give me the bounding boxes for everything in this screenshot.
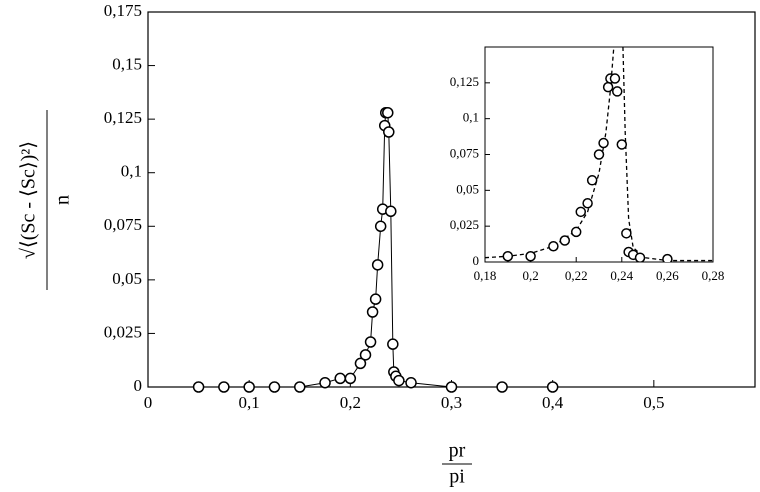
x-tick-label: 0,22: [565, 268, 588, 283]
x-tick-label: 0,5: [643, 393, 664, 412]
data-point: [570, 226, 582, 238]
y-tick-label: 0,1: [121, 162, 142, 181]
data-point: [364, 336, 377, 348]
data-point: [382, 106, 394, 119]
data-point: [445, 381, 458, 393]
data-point: [662, 253, 673, 262]
data-point: [374, 220, 387, 233]
y-tick-label: 0,1: [463, 110, 479, 125]
x-tick-label: 0,2: [522, 268, 538, 283]
data-point: [609, 73, 621, 84]
data-point: [334, 372, 346, 385]
data-point: [621, 228, 632, 239]
y-label-denominator: n: [52, 195, 74, 205]
x-tick-label: 0,26: [656, 268, 679, 283]
data-point: [387, 338, 399, 350]
data-point: [344, 372, 357, 385]
x-tick-label: 0: [144, 393, 153, 412]
data-point: [602, 81, 614, 93]
y-tick-label: 0,125: [104, 108, 142, 127]
data-point: [559, 235, 571, 246]
data-point: [243, 381, 255, 393]
data-point: [496, 381, 508, 393]
data-point: [385, 205, 397, 218]
data-point: [546, 381, 559, 393]
y-tick-label: 0,05: [456, 181, 479, 196]
data-point: [634, 252, 646, 262]
data-point: [371, 259, 384, 271]
data-point: [598, 137, 609, 149]
data-point: [586, 175, 598, 186]
data-point: [393, 374, 405, 387]
x-tick-label: 0,1: [239, 393, 260, 412]
data-point: [611, 86, 623, 97]
data-point: [525, 251, 536, 262]
x-label-numerator: pr: [449, 440, 466, 462]
x-tick-label: 0,2: [340, 393, 361, 412]
data-point: [359, 349, 372, 361]
data-point: [369, 293, 382, 305]
y-tick-label: 0,075: [450, 145, 479, 160]
y-tick-label: 0,025: [104, 322, 142, 341]
y-tick-label: 0: [473, 253, 480, 268]
inset-plot: [485, 47, 713, 262]
data-point: [218, 381, 230, 393]
data-point: [268, 381, 281, 393]
x-tick-label: 0,18: [474, 268, 497, 283]
data-point: [502, 251, 514, 262]
y-tick-label: 0,125: [450, 74, 479, 89]
data-point: [582, 197, 593, 209]
x-tick-label: 0,24: [610, 268, 633, 283]
data-point: [548, 240, 559, 252]
x-tick-label: 0,3: [441, 393, 462, 412]
data-point: [294, 381, 306, 393]
y-tick-label: 0,075: [104, 215, 142, 234]
data-point: [366, 306, 379, 318]
data-point: [192, 381, 205, 393]
y-tick-label: 0: [134, 376, 143, 395]
data-point: [616, 139, 628, 150]
y-tick-label: 0,025: [450, 217, 479, 232]
y-label: √⟨(Sc - ⟨Sc⟩)²⟩ n: [18, 110, 74, 290]
y-tick-label: 0,15: [112, 54, 142, 73]
data-point: [405, 376, 417, 389]
x-tick-label: 0,4: [542, 393, 564, 412]
data-point: [383, 126, 395, 138]
y-label-numerator: √⟨(Sc - ⟨Sc⟩)²⟩: [18, 141, 40, 259]
x-label-denominator: pi: [449, 466, 465, 488]
y-tick-label: 0,175: [104, 1, 142, 20]
data-point: [354, 357, 367, 370]
data-point: [319, 376, 331, 389]
data-point: [593, 149, 605, 160]
y-tick-label: 0,05: [112, 269, 142, 288]
x-tick-label: 0,28: [702, 268, 725, 283]
data-point: [575, 206, 587, 218]
